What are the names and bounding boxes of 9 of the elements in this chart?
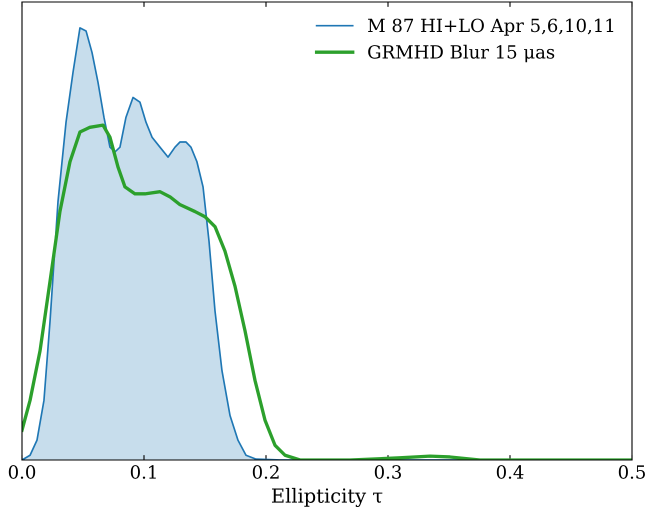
x-tick-label: 0.5 — [618, 465, 645, 479]
legend-label: GRMHD Blur 15 μas — [368, 44, 554, 62]
x-tick-label: 0.0 — [8, 465, 36, 479]
x-tick-label: 0.1 — [130, 465, 156, 479]
legend-label: M 87 HI+LO Apr 5,6,10,11 — [368, 18, 614, 36]
x-tick-label: 0.3 — [374, 465, 402, 479]
x-tick-label: 0.4 — [496, 465, 524, 479]
x-axis-title: Ellipticity τ — [272, 488, 382, 507]
x-tick-label: 0.2 — [252, 465, 279, 479]
